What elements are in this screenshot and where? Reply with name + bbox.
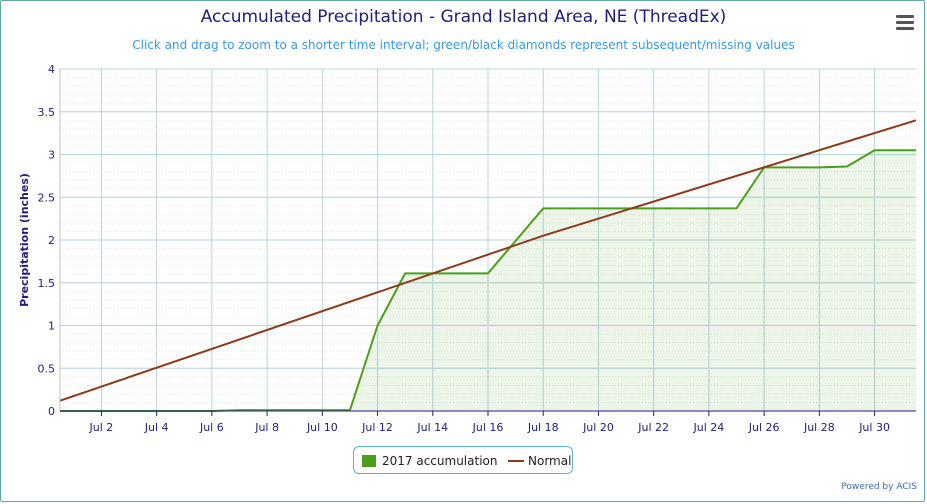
x-tick-label: Jul 6: [199, 421, 224, 434]
accumulation-area-fill: [60, 150, 916, 411]
x-tick-label: Jul 16: [472, 421, 504, 434]
x-tick-label: Jul 8: [254, 421, 279, 434]
legend-label-accumulation[interactable]: 2017 accumulation: [382, 454, 498, 468]
y-tick-label: 4: [48, 63, 55, 76]
y-tick-label: 1.5: [38, 277, 56, 290]
x-tick-label: Jul 4: [144, 421, 169, 434]
y-tick-label: 0: [48, 405, 55, 418]
normal-line: [59, 119, 917, 402]
y-tick-label: 2.5: [38, 191, 56, 204]
x-tick-label: Jul 20: [582, 421, 614, 434]
y-axis-title: Precipitation (inches): [18, 173, 31, 307]
legend-swatch-normal[interactable]: [508, 460, 524, 462]
legend-label-normal[interactable]: Normal: [528, 454, 572, 468]
legend-swatch-accumulation[interactable]: [362, 455, 376, 467]
axes: [59, 69, 916, 416]
y-tick-label: 2: [48, 234, 55, 247]
x-tick-label: Jul 30: [858, 421, 890, 434]
chart-menu-icon[interactable]: [896, 15, 914, 31]
x-tick-label: Jul 28: [803, 421, 835, 434]
x-tick-label: Jul 14: [416, 421, 448, 434]
x-tick-label: Jul 10: [306, 421, 338, 434]
y-tick-label: 1: [48, 320, 55, 333]
x-tick-labels: Jul 2 Jul 4 Jul 6 Jul 8 Jul 10 Jul 12 Jul 14 Ju…: [89, 421, 890, 434]
legend: 2017 accumulation Normal: [353, 446, 573, 474]
chart-title: Accumulated Precipitation - Grand Island…: [200, 7, 727, 27]
chart-subtitle: Click and drag to zoom to a shorter time…: [132, 38, 795, 52]
x-tick-label: Jul 12: [361, 421, 393, 434]
credits-link[interactable]: Powered by ACIS: [841, 482, 917, 492]
y-tick-label: 3.5: [38, 106, 56, 119]
x-tick-label: Jul 22: [637, 421, 669, 434]
x-tick-label: Jul 24: [693, 421, 725, 434]
x-tick-label: Jul 26: [748, 421, 780, 434]
y-tick-label: 3: [48, 149, 55, 162]
major-grid: [60, 68, 916, 412]
y-tick-labels: 0 0.5 1 1.5 2 2.5 3 3.5 4: [38, 63, 56, 418]
x-tick-label: Jul 2: [89, 421, 114, 434]
x-tick-label: Jul 18: [527, 421, 559, 434]
y-tick-label: 0.5: [38, 362, 56, 375]
